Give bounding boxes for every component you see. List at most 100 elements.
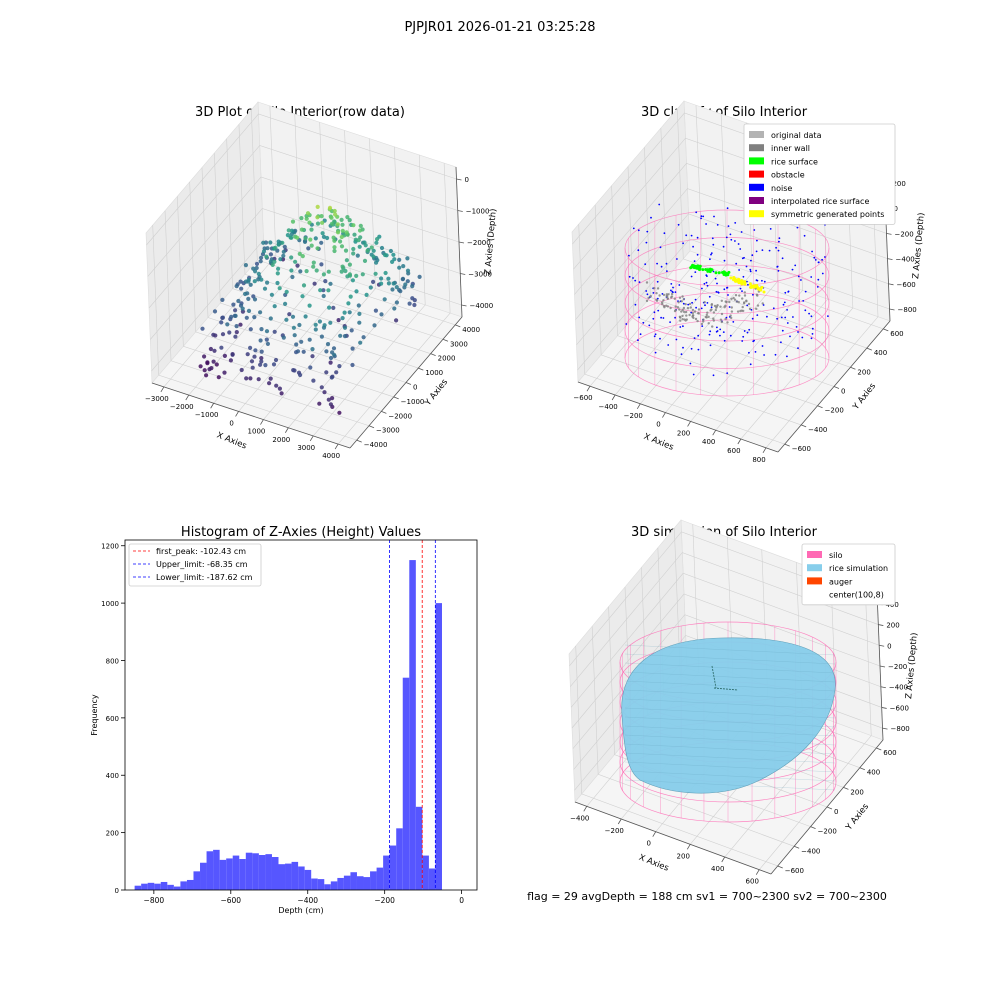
scatter-point [252,354,257,359]
noise-point [685,234,688,237]
histogram-bar [186,879,194,890]
noise-point [796,226,799,229]
x-tick [334,443,339,450]
inner-wall-point [655,299,659,302]
x-tick [583,806,588,812]
inner-wall-point [741,305,744,309]
noise-point [682,302,685,305]
scatter-point [342,325,348,330]
scatter-point [344,258,349,263]
scatter-point [347,218,352,223]
inner-wall-point [697,312,700,315]
noise-point [740,231,743,233]
scatter-point [304,269,309,274]
inner-wall-point [709,309,712,312]
symmetric-point [762,290,766,294]
scatter-point [268,259,273,264]
histogram-bar [173,886,181,890]
z-tick-label: −2000 [467,239,491,247]
inner-wall-point [689,306,692,309]
inner-wall-point [707,315,710,318]
inner-wall-point [691,308,695,312]
noise-point [778,240,780,243]
surface-mesh-line [624,761,836,773]
scatter-point [252,297,258,302]
inner-wall-point [673,309,677,313]
noise-point [774,353,777,356]
scatter-point [315,215,320,220]
scatter-point [246,296,251,301]
scatter-point [374,240,379,245]
scatter-point [298,372,303,378]
x-axis-label: X Axies [642,432,675,453]
scatter-point [211,332,216,337]
scatter-point [305,211,311,216]
z-tick [878,624,884,626]
scatter-point [364,292,369,297]
histogram-bar [147,882,155,890]
scatter-point [339,244,345,249]
scatter-point [270,262,275,267]
symmetric-point [750,284,754,288]
gridline-x [759,587,872,870]
scatter-point [379,281,384,286]
noise-point [695,211,698,214]
inner-wall-point [674,305,677,308]
scatter-point [258,310,263,315]
noise-point [804,290,807,293]
x-tick-label: −400 [570,814,589,822]
scatter-point [347,310,352,315]
rice-surface-point [727,270,731,274]
inner-wall-point [653,287,656,290]
scatter-point [222,353,227,358]
noise-point [670,283,673,285]
noise-point [797,331,799,333]
noise-point [691,301,693,304]
noise-point [755,269,757,272]
scatter-point [265,341,270,346]
scatter-point [309,243,314,248]
scatter-point [309,227,314,232]
noise-point [722,331,725,333]
raw-scatter-panel: 3D Plot of Silo Interior(row data)−3000−… [145,101,499,460]
x-tick [611,394,616,401]
y-axis-label: Y Axies [423,377,451,409]
inner-wall-point [649,295,652,298]
histogram-bar [245,852,253,890]
scatter-point [319,385,324,390]
scatter-point [289,235,294,240]
rice-simulation-surface [621,637,836,794]
noise-point [751,254,754,257]
noise-point [743,330,746,332]
scatter-point [295,349,301,354]
scatter-point [388,248,393,254]
z-tick-label: −800 [891,725,910,733]
scatter-point [207,367,212,372]
x-tick-label: 4000 [322,452,340,460]
noise-point [692,373,695,376]
scatter-point [297,322,302,328]
noise-point [748,351,750,354]
z-tick-label: −600 [897,281,916,289]
noise-point [682,325,684,328]
y-tick-label: 0 [413,384,417,392]
scatter-point [335,230,341,235]
noise-point [741,340,744,342]
x-axis-line [577,381,779,453]
y-tick [793,845,800,849]
scatter-point [322,323,327,328]
y-tick [368,425,375,429]
scatter-point [219,320,224,325]
scatter-point [314,268,319,273]
x-tick-label: −200 [624,412,643,420]
scatter-point [220,315,225,320]
histogram-bar [265,854,272,890]
noise-point [727,294,729,296]
noise-point [704,304,706,307]
noise-point [723,259,726,262]
scatter-point [230,352,235,357]
gridline-z [571,593,881,729]
scatter-point [340,228,345,233]
scatter-point [299,216,304,221]
gridline-z [148,176,460,309]
